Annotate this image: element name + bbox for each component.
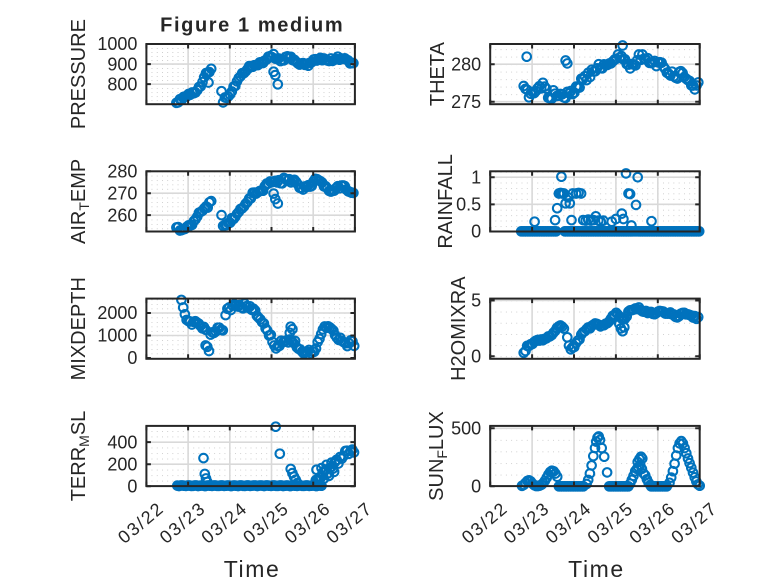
svg-text:1: 1 xyxy=(471,167,481,187)
svg-text:0: 0 xyxy=(127,348,137,368)
svg-text:270: 270 xyxy=(107,183,137,203)
svg-text:280: 280 xyxy=(107,161,137,181)
svg-text:200: 200 xyxy=(107,454,137,474)
svg-text:TERRM​SL: TERRM​SL xyxy=(68,411,92,502)
svg-text:Time: Time xyxy=(568,556,625,582)
svg-text:275: 275 xyxy=(451,92,481,112)
svg-text:400: 400 xyxy=(107,432,137,452)
svg-text:800: 800 xyxy=(107,74,137,94)
svg-text:Figure 1 medium: Figure 1 medium xyxy=(160,15,344,37)
svg-text:0: 0 xyxy=(471,222,481,242)
svg-text:900: 900 xyxy=(107,54,137,74)
svg-text:5: 5 xyxy=(471,291,481,311)
svg-text:H2OMIXRA: H2OMIXRA xyxy=(448,276,470,381)
svg-text:Time: Time xyxy=(224,556,281,582)
svg-text:1000: 1000 xyxy=(97,34,137,54)
svg-text:2000: 2000 xyxy=(97,303,137,323)
svg-text:0: 0 xyxy=(471,347,481,367)
svg-text:0: 0 xyxy=(471,477,481,497)
svg-text:MIXDEPTH: MIXDEPTH xyxy=(68,277,90,380)
svg-text:AIRT​EMP: AIRT​EMP xyxy=(68,159,92,244)
svg-text:SUNF​LUX: SUNF​LUX xyxy=(426,411,450,501)
svg-text:1000: 1000 xyxy=(97,326,137,346)
svg-text:PRESSURE: PRESSURE xyxy=(68,19,90,129)
svg-text:260: 260 xyxy=(107,205,137,225)
svg-text:RAINFALL: RAINFALL xyxy=(435,154,457,248)
svg-text:THETA: THETA xyxy=(427,41,449,106)
svg-text:500: 500 xyxy=(451,419,481,439)
svg-text:280: 280 xyxy=(451,54,481,74)
svg-text:0.5: 0.5 xyxy=(456,195,481,215)
svg-text:0: 0 xyxy=(127,477,137,497)
